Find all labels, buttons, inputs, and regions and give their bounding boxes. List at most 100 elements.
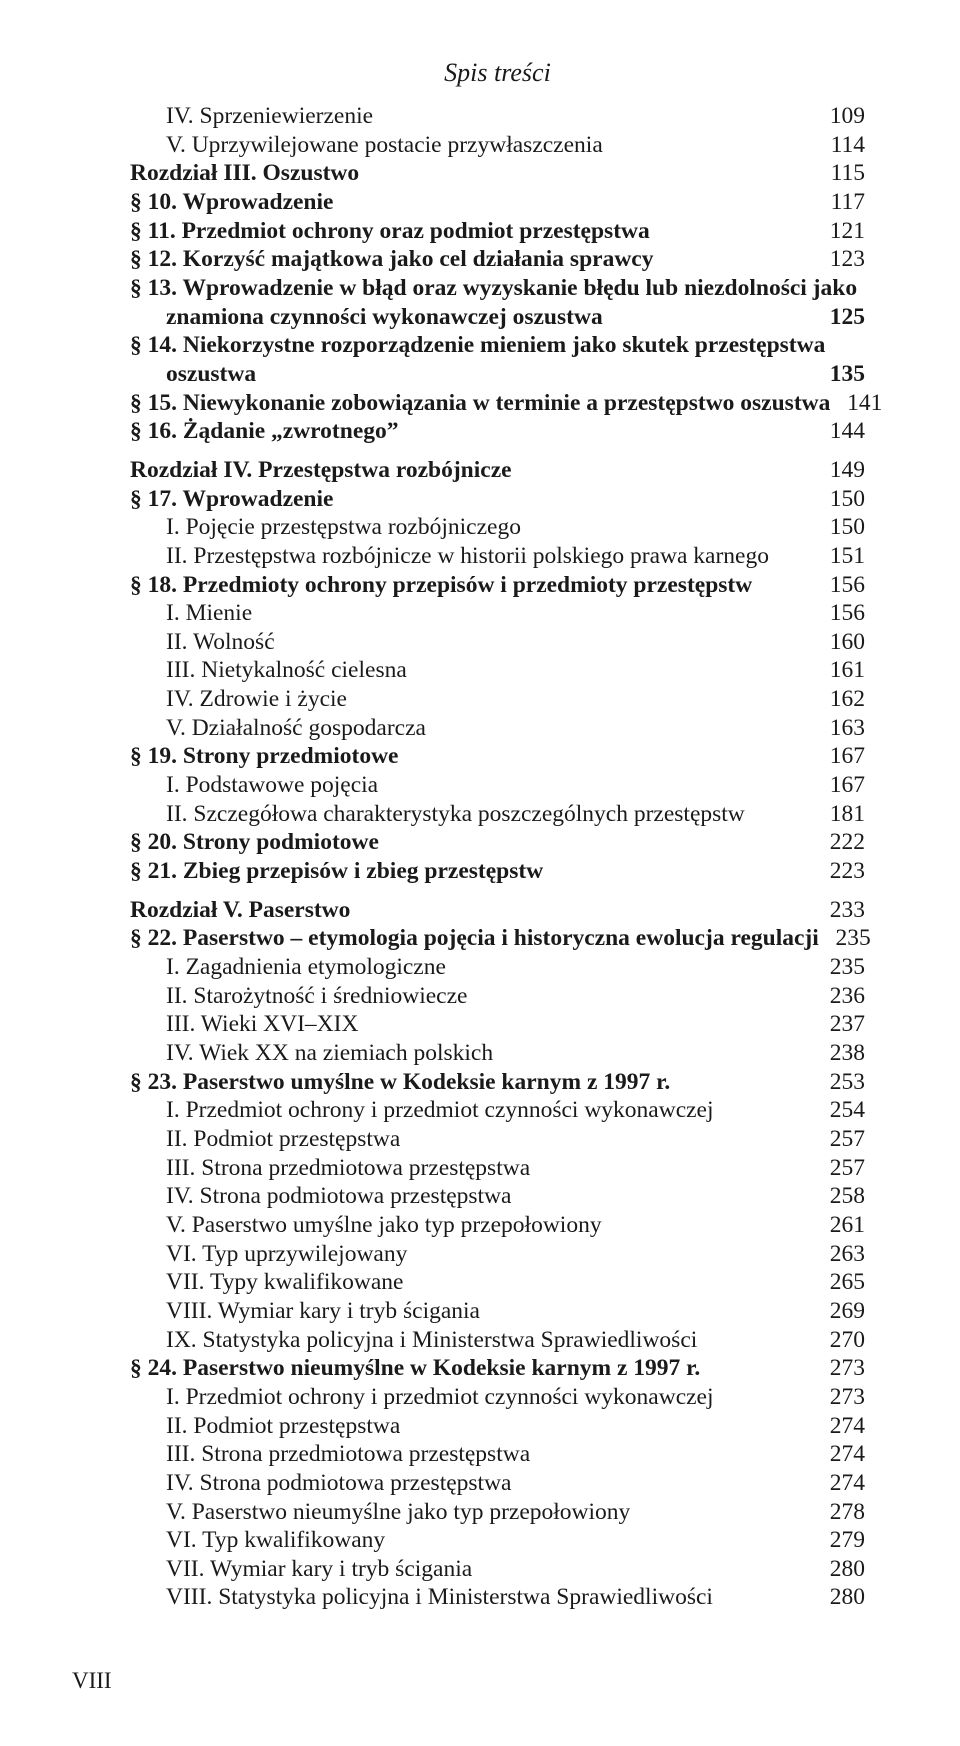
toc-entry-label: VII. Typy kwalifikowane (166, 1268, 403, 1297)
toc-entry-label: II. Wolność (166, 628, 275, 657)
toc-entry-page: 263 (813, 1240, 865, 1269)
toc-entry: IV. Zdrowie i życie162 (130, 685, 865, 714)
toc-entry: I. Pojęcie przestępstwa rozbójniczego150 (130, 513, 865, 542)
toc-entry-label: IV. Zdrowie i życie (166, 685, 347, 714)
toc-entry-page: 160 (813, 628, 865, 657)
toc-entry: VI. Typ kwalifikowany279 (130, 1526, 865, 1555)
toc-entry: III. Strona przedmiotowa przestępstwa274 (130, 1440, 865, 1469)
toc-entry: II. Starożytność i średniowiecze236 (130, 982, 865, 1011)
toc-entry-continuation: znamiona czynności wykonawczej oszustwa1… (130, 303, 865, 332)
toc-entry-page: 273 (813, 1354, 865, 1383)
toc-entry: § 23. Paserstwo umyślne w Kodeksie karny… (130, 1068, 865, 1097)
toc-entry-label: § 19. Strony przedmiotowe (130, 742, 398, 771)
toc-entry-page: 280 (813, 1583, 865, 1612)
toc-entry: § 19. Strony przedmiotowe167 (130, 742, 865, 771)
toc-entry: § 24. Paserstwo nieumyślne w Kodeksie ka… (130, 1354, 865, 1383)
toc-entry-label: § 21. Zbieg przepisów i zbieg przestępst… (130, 857, 543, 886)
toc-entry-label: I. Pojęcie przestępstwa rozbójniczego (166, 513, 521, 542)
toc-entry-label: I. Podstawowe pojęcia (166, 771, 378, 800)
toc-entry-label: V. Paserstwo umyślne jako typ przepołowi… (166, 1211, 602, 1240)
toc-entry-label: § 12. Korzyść majątkowa jako cel działan… (130, 245, 653, 274)
toc-entry-label: § 23. Paserstwo umyślne w Kodeksie karny… (130, 1068, 670, 1097)
toc-entry-page: 280 (813, 1555, 865, 1584)
toc-entry-page: 237 (813, 1010, 865, 1039)
toc-entry: § 17. Wprowadzenie150 (130, 485, 865, 514)
toc-entry: VI. Typ uprzywilejowany 263 (130, 1240, 865, 1269)
toc-entry-label: III. Wieki XVI–XIX (166, 1010, 358, 1039)
section-gap (130, 886, 865, 896)
toc-entry-label: VIII. Wymiar kary i tryb ścigania (166, 1297, 480, 1326)
toc-entry: III. Nietykalność cielesna161 (130, 656, 865, 685)
toc-entry-page: 238 (813, 1039, 865, 1068)
toc-entry: § 18. Przedmioty ochrony przepisów i prz… (130, 571, 865, 600)
toc-entry-label: § 24. Paserstwo nieumyślne w Kodeksie ka… (130, 1354, 700, 1383)
toc-entry-label: III. Strona przedmiotowa przestępstwa (166, 1440, 530, 1469)
toc-entry: II. Podmiot przestępstwa257 (130, 1125, 865, 1154)
page-number-footer: VIII (72, 1668, 112, 1694)
toc-entry-label: IX. Statystyka policyjna i Ministerstwa … (166, 1326, 697, 1355)
toc-entry: § 12. Korzyść majątkowa jako cel działan… (130, 245, 865, 274)
toc-entry-label: IV. Strona podmiotowa przestępstwa (166, 1182, 511, 1211)
toc-entry: I. Mienie156 (130, 599, 865, 628)
toc-entry-continuation: oszustwa135 (130, 360, 865, 389)
toc-entry: II. Podmiot przestępstwa 274 (130, 1412, 865, 1441)
toc-entry-page: 181 (813, 800, 865, 829)
toc-entry-page: 258 (813, 1182, 865, 1211)
toc-entry-label: oszustwa (166, 360, 256, 389)
toc-entry-page: 223 (813, 857, 865, 886)
toc-entry: § 16. Żądanie „zwrotnego”144 (130, 417, 865, 446)
toc-entry-page: 235 (819, 924, 871, 953)
toc-entry-page: 156 (813, 571, 865, 600)
toc-entry-page: 151 (813, 542, 865, 571)
toc-entry: IV. Sprzeniewierzenie 109 (130, 102, 865, 131)
toc-entry-label: VI. Typ uprzywilejowany (166, 1240, 407, 1269)
toc-entry-page: 269 (813, 1297, 865, 1326)
toc-entry-label: § 11. Przedmiot ochrony oraz podmiot prz… (130, 217, 650, 246)
toc-entry-label: § 20. Strony podmiotowe (130, 828, 379, 857)
toc-entry-label: § 16. Żądanie „zwrotnego” (130, 417, 399, 446)
toc-entry-page: 278 (813, 1498, 865, 1527)
toc-entry-label: VI. Typ kwalifikowany (166, 1526, 385, 1555)
toc-entry: V. Paserstwo umyślne jako typ przepołowi… (130, 1211, 865, 1240)
toc-entry-label: IV. Sprzeniewierzenie (166, 102, 373, 131)
toc-entry-page: 265 (813, 1268, 865, 1297)
toc-entry-page: 261 (813, 1211, 865, 1240)
toc-entry: II. Szczegółowa charakterystyka poszczeg… (130, 800, 865, 829)
toc-entry: III. Strona przedmiotowa przestępstwa 257 (130, 1154, 865, 1183)
toc-entry-label: II. Podmiot przestępstwa (166, 1412, 400, 1441)
document-page: Spis treści IV. Sprzeniewierzenie 109V. U… (0, 0, 960, 1746)
toc-entry: IV. Strona podmiotowa przestępstwa274 (130, 1469, 865, 1498)
toc-entry-label: V. Paserstwo nieumyślne jako typ przepoł… (166, 1498, 630, 1527)
toc-entry-page: 274 (813, 1412, 865, 1441)
toc-entry-page: 254 (813, 1096, 865, 1125)
toc-entry-page: 156 (813, 599, 865, 628)
toc-entry-label: I. Przedmiot ochrony i przedmiot czynnoś… (166, 1096, 714, 1125)
toc-entry: V. Uprzywilejowane postacie przywłaszcze… (130, 131, 865, 160)
toc-entry-page: 114 (813, 131, 865, 160)
toc-entry-page: 273 (813, 1383, 865, 1412)
toc-entry-label: Rozdział V. Paserstwo (130, 896, 350, 925)
toc-entry-page: 235 (813, 953, 865, 982)
page-header: Spis treści (130, 58, 865, 88)
toc-entry-label: § 15. Niewykonanie zobowiązania w termin… (130, 389, 830, 418)
toc-entry: I. Przedmiot ochrony i przedmiot czynnoś… (130, 1383, 865, 1412)
toc-entry-label: § 22. Paserstwo – etymologia pojęcia i h… (130, 924, 819, 953)
toc-entry: VIII. Wymiar kary i tryb ścigania 269 (130, 1297, 865, 1326)
toc-entry-label: II. Podmiot przestępstwa (166, 1125, 400, 1154)
toc-entry-page: 149 (813, 456, 865, 485)
toc-entry-page: 270 (813, 1326, 865, 1355)
toc-entry-label: § 10. Wprowadzenie (130, 188, 333, 217)
toc-entry-label: I. Przedmiot ochrony i przedmiot czynnoś… (166, 1383, 714, 1412)
toc-entry-page: 161 (813, 656, 865, 685)
toc-entry: III. Wieki XVI–XIX 237 (130, 1010, 865, 1039)
toc-entry-label: IV. Wiek XX na ziemiach polskich (166, 1039, 493, 1068)
toc-entry-label: III. Strona przedmiotowa przestępstwa (166, 1154, 530, 1183)
toc-entry-label: II. Przestępstwa rozbójnicze w historii … (166, 542, 769, 571)
toc-entry-label: IV. Strona podmiotowa przestępstwa (166, 1469, 511, 1498)
toc-entry-page: 222 (813, 828, 865, 857)
toc-entry-page: 167 (813, 771, 865, 800)
toc-entry: Rozdział IV. Przestępstwa rozbójnicze149 (130, 456, 865, 485)
toc-entry: § 14. Niekorzystne rozporządzenie mienie… (130, 331, 865, 388)
toc-entry-page: 257 (813, 1154, 865, 1183)
toc-entry-page: 109 (813, 102, 865, 131)
